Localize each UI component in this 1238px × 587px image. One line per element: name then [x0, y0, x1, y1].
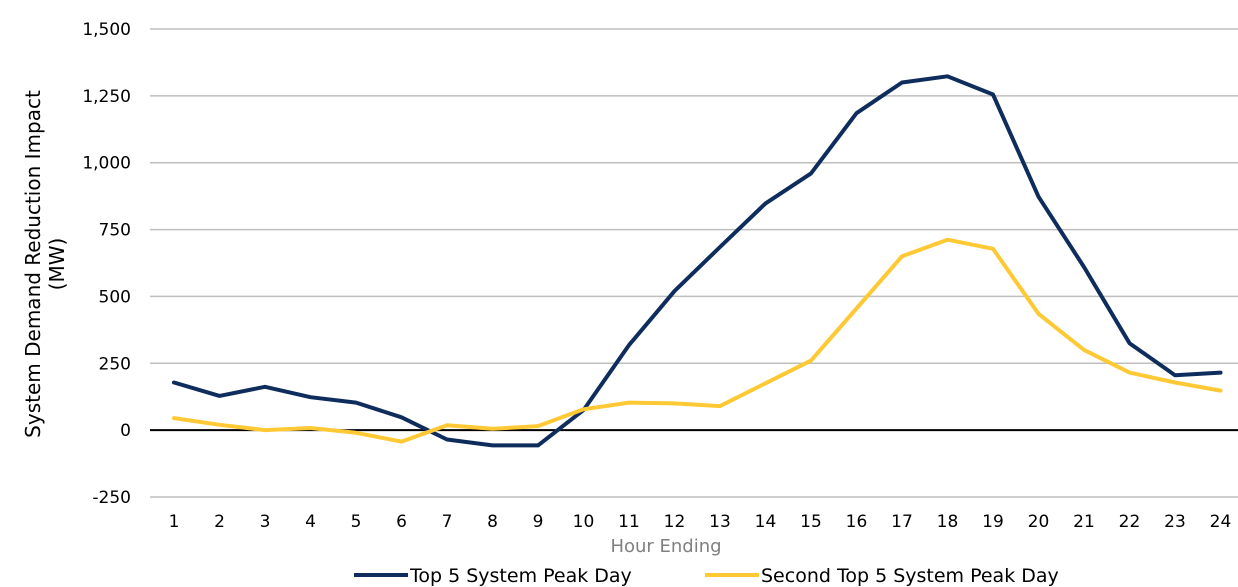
x-tick-label: 1 [169, 512, 180, 532]
x-tick-label: 6 [396, 512, 407, 532]
series-line-top5 [172, 74, 1223, 448]
x-tick-label: 4 [305, 512, 316, 532]
y-tick-label: 1,250 [82, 87, 131, 107]
x-tick-label: 5 [351, 512, 362, 532]
x-tick-label: 7 [442, 512, 453, 532]
x-axis-title: Hour Ending [610, 536, 721, 557]
x-tick-label: 12 [664, 512, 686, 532]
x-tick-label: 8 [487, 512, 498, 532]
x-tick-label: 18 [937, 512, 959, 532]
x-tick-label: 20 [1028, 512, 1050, 532]
legend-label-second-top5: Second Top 5 System Peak Day [761, 565, 1059, 587]
series-line-second-top5 [172, 237, 1223, 444]
x-tick-label: 16 [846, 512, 868, 532]
y-tick-label: 750 [99, 221, 131, 241]
x-tick-label: 21 [1073, 512, 1095, 532]
x-tick-label: 24 [1210, 512, 1232, 532]
y-tick-label: -250 [92, 488, 131, 508]
x-tick-label: 11 [618, 512, 640, 532]
legend-label-top5: Top 5 System Peak Day [409, 565, 632, 587]
x-tick-label: 14 [755, 512, 777, 532]
y-axis-title: System Demand Reduction Impact (MW) [21, 90, 69, 438]
x-tick-label: 2 [214, 512, 225, 532]
y-tick-label: 0 [120, 421, 131, 441]
x-tick-label: 22 [1119, 512, 1141, 532]
series-lines [172, 74, 1223, 448]
y-axis-title-line-1: System Demand Reduction Impact [21, 90, 45, 438]
x-tick-label: 13 [709, 512, 731, 532]
x-tick-label: 15 [800, 512, 822, 532]
legend: Top 5 System Peak Day Second Top 5 Syste… [354, 565, 1059, 587]
y-axis-tick-labels: -250 0 250 500 750 1,000 1,250 1,500 [82, 20, 131, 508]
x-tick-label: 17 [891, 512, 913, 532]
x-tick-label: 9 [533, 512, 544, 532]
x-tick-label: 10 [573, 512, 595, 532]
x-tick-label: 19 [982, 512, 1004, 532]
y-tick-label: 1,000 [82, 154, 131, 174]
x-tick-label: 23 [1164, 512, 1186, 532]
y-tick-label: 1,500 [82, 20, 131, 40]
x-tick-label: 3 [260, 512, 271, 532]
y-tick-label: 250 [99, 354, 131, 374]
y-tick-label: 500 [99, 287, 131, 307]
x-axis-tick-labels: 1 2 3 4 5 6 7 8 9 10 11 12 13 14 15 16 17 18 19 20 21 22 23 24 [169, 512, 1232, 532]
y-axis-title-line-2: (MW) [45, 238, 69, 291]
